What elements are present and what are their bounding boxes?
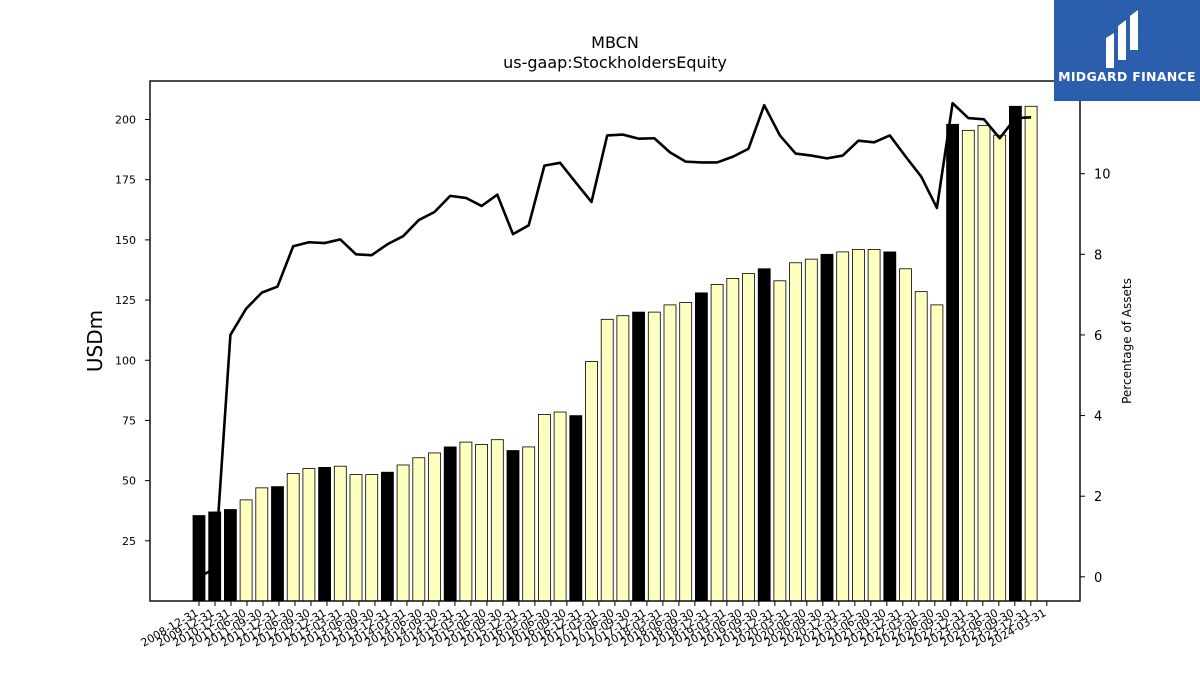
bar	[553, 411, 567, 602]
bar	[899, 268, 912, 602]
bar	[961, 129, 975, 602]
bar	[757, 268, 771, 602]
bar	[302, 468, 316, 602]
bar	[223, 509, 237, 602]
y-tick-label: 75	[122, 414, 136, 427]
y2-tick-label: 6	[1094, 329, 1102, 344]
bar	[1009, 105, 1022, 602]
bar	[993, 134, 1007, 602]
bar	[365, 474, 379, 602]
bar	[632, 311, 645, 602]
bar	[522, 446, 536, 602]
bar	[679, 302, 693, 602]
bar	[475, 444, 489, 602]
bar	[820, 253, 834, 602]
bar	[616, 315, 630, 602]
logo-text: MIDGARD FINANCE	[1058, 69, 1196, 84]
bar	[255, 487, 269, 602]
bar	[663, 304, 677, 602]
bar	[271, 486, 284, 602]
bar	[569, 415, 583, 602]
bar	[349, 474, 363, 602]
chart-title: MBCN	[591, 33, 639, 52]
bar	[380, 471, 394, 602]
bar	[710, 284, 724, 602]
bar	[239, 499, 253, 602]
bar	[883, 251, 897, 602]
y-tick-label: 100	[115, 354, 136, 367]
y2-tick-label: 4	[1094, 410, 1102, 425]
bar	[428, 452, 441, 602]
bar	[852, 249, 865, 602]
y2-tick-label: 8	[1094, 248, 1102, 263]
bar	[977, 125, 991, 602]
y-tick-label: 25	[122, 535, 136, 548]
bar	[318, 466, 332, 602]
bar	[695, 292, 708, 602]
bar	[459, 441, 473, 602]
bar	[836, 251, 850, 602]
bar	[726, 278, 740, 602]
y2-tick-label: 0	[1094, 571, 1102, 586]
chart-subtitle: us-gaap:StockholdersEquity	[503, 53, 727, 72]
bar	[585, 361, 598, 602]
bar	[396, 464, 410, 602]
bar	[773, 280, 787, 602]
bar	[867, 249, 881, 602]
bar	[647, 311, 661, 602]
percent-of-assets-line	[198, 101, 1032, 578]
bar	[333, 465, 347, 602]
bar	[192, 515, 206, 602]
y-tick-label: 200	[115, 114, 136, 127]
y-axis-label: USDm	[83, 310, 107, 372]
bar	[804, 258, 818, 602]
y-tick-label: 50	[122, 475, 136, 488]
bar	[412, 457, 426, 602]
bar	[600, 318, 614, 602]
y-tick-label: 150	[115, 234, 136, 247]
bar	[443, 446, 457, 602]
y2-tick-label: 2	[1094, 490, 1102, 505]
bar	[742, 273, 755, 602]
y-tick-label: 125	[115, 294, 136, 307]
bar	[930, 304, 944, 602]
midgard-logo-icon	[1106, 10, 1138, 68]
bar	[538, 414, 551, 602]
bar	[490, 439, 504, 602]
midgard-logo: MIDGARD FINANCE	[1054, 0, 1200, 101]
bar	[286, 473, 300, 602]
y-tick-label: 175	[115, 174, 136, 187]
bar	[946, 123, 959, 602]
bar	[1024, 105, 1038, 602]
bar	[789, 262, 802, 602]
bar	[914, 291, 928, 602]
y2-tick-label: 10	[1094, 168, 1111, 183]
bar	[506, 450, 520, 602]
y2-axis-label: Percentage of Assets	[1120, 278, 1134, 404]
